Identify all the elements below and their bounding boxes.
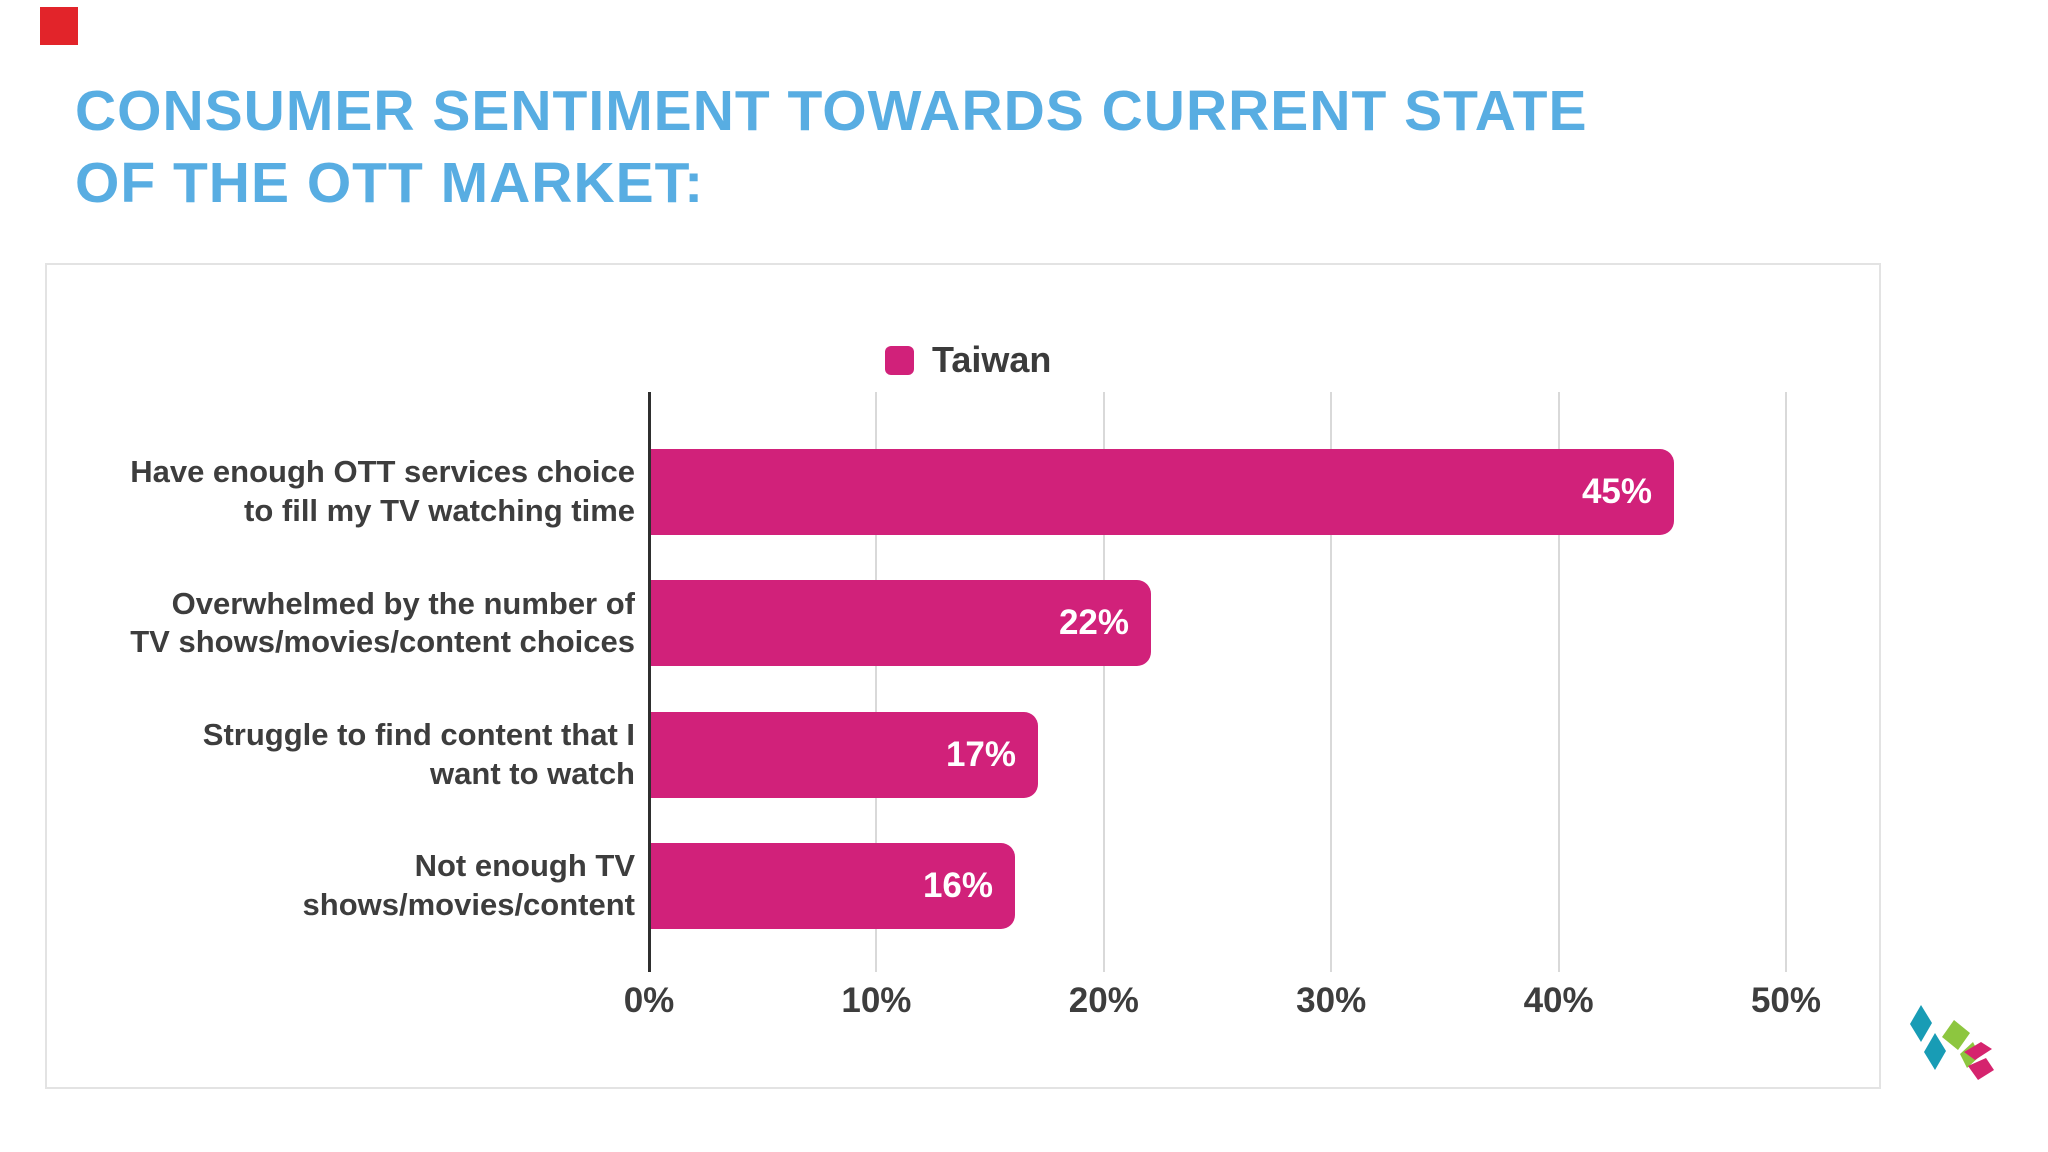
brand-logo bbox=[1910, 1005, 1994, 1080]
chart-panel: Taiwan 0% 10% 20% 30% 40% 50% Have enough OTT … bbox=[45, 263, 1881, 1089]
x-tick-label-30: 30% bbox=[1296, 981, 1367, 1020]
bar-taiwan-3: 16% bbox=[651, 842, 1015, 929]
x-tick-label-0: 0% bbox=[623, 981, 675, 1020]
logo-pink-chevron-bottom bbox=[1968, 1058, 1994, 1080]
category-label-1: Overwhelmed by the number of TV shows/mo… bbox=[130, 585, 635, 660]
corner-red-square bbox=[40, 7, 78, 45]
logo-green-cube-top bbox=[1942, 1020, 1970, 1050]
y-axis-line bbox=[648, 392, 651, 972]
logo-teal-diamond-top bbox=[1910, 1005, 1932, 1042]
category-label-3: Not enough TV shows/movies/content bbox=[302, 848, 635, 922]
gridline-40pct bbox=[1557, 392, 1560, 972]
legend-swatch-taiwan bbox=[885, 345, 914, 375]
x-tick-label-40: 40% bbox=[1523, 981, 1594, 1020]
x-tick-label-50: 50% bbox=[1750, 981, 1822, 1020]
legend-label-taiwan: Taiwan bbox=[932, 339, 1052, 380]
category-label-0: Have enough OTT services choice to fill … bbox=[130, 454, 635, 528]
bar-taiwan-1: 22% bbox=[651, 580, 1151, 667]
bar-value-label-1: 22% bbox=[1058, 603, 1129, 643]
page-title: CONSUMER SENTIMENT TOWARDS CURRENT STATE… bbox=[75, 79, 1588, 215]
logo-teal-diamond-bottom bbox=[1924, 1033, 1946, 1070]
category-label-2: Struggle to find content that I want to … bbox=[202, 716, 635, 791]
gridline-30pct bbox=[1330, 392, 1333, 972]
bar-value-label-2: 17% bbox=[945, 734, 1016, 774]
bar-taiwan-2: 17% bbox=[651, 711, 1038, 798]
x-tick-label-20: 20% bbox=[1068, 981, 1139, 1020]
bar-value-label-0: 45% bbox=[1581, 472, 1652, 511]
bar-taiwan-0: 45% bbox=[651, 449, 1674, 535]
bar-value-label-3: 16% bbox=[922, 865, 993, 905]
logo-pink-chevron-top bbox=[1964, 1042, 1992, 1060]
gridline-20pct bbox=[1102, 392, 1105, 972]
gridline-50pct bbox=[1785, 392, 1787, 972]
gridline-10pct bbox=[875, 392, 878, 972]
x-tick-label-10: 10% bbox=[841, 981, 912, 1020]
chart-legend: Taiwan bbox=[885, 339, 1051, 381]
